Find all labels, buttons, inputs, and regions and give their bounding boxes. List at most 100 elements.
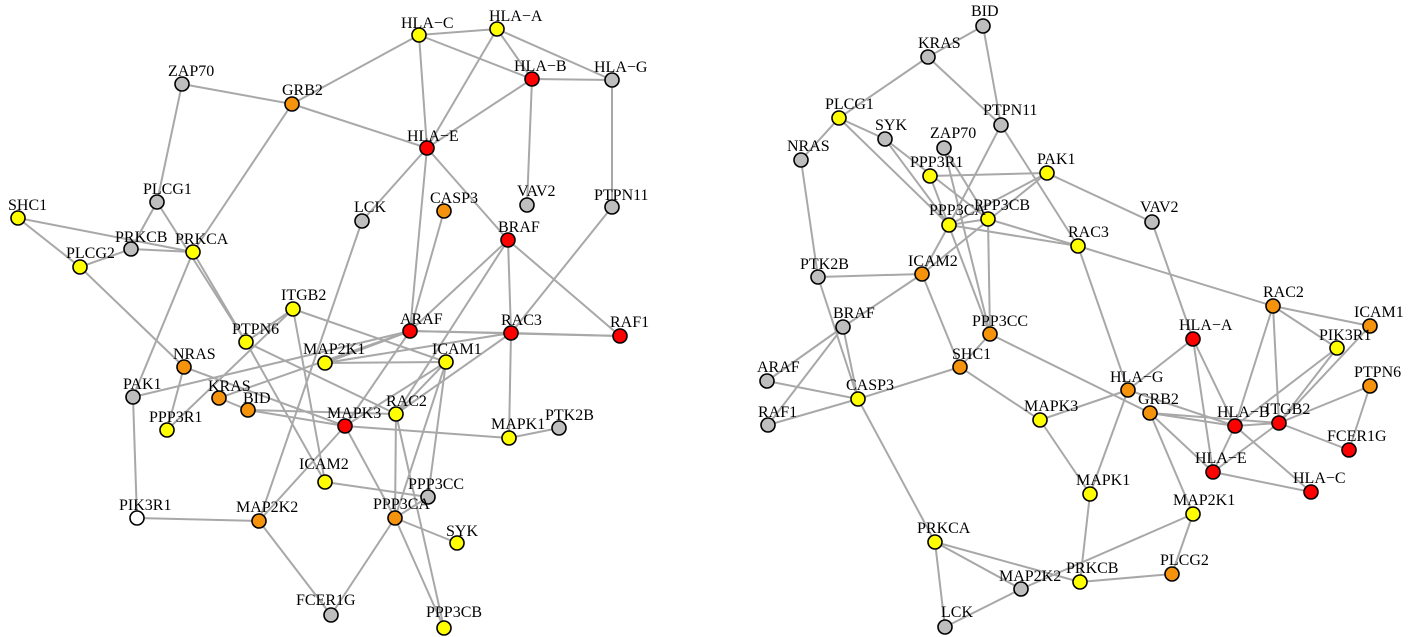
node-label-plcg2: PLCG2 (66, 245, 115, 262)
node-itgb2[interactable] (1271, 415, 1287, 431)
node-ptpn6[interactable] (1362, 378, 1378, 394)
node-araf[interactable] (402, 323, 418, 339)
node-nras[interactable] (793, 152, 809, 168)
edge-hla-b-hla-e (426, 78, 533, 149)
node-hla-c[interactable] (411, 27, 427, 43)
node-shc1[interactable] (10, 210, 26, 226)
node-plcg1[interactable] (149, 194, 165, 210)
node-mapk3[interactable] (337, 418, 353, 434)
node-braf[interactable] (500, 232, 516, 248)
node-lck[interactable] (937, 619, 953, 635)
node-hla-e[interactable] (419, 140, 435, 156)
node-map2k1[interactable] (317, 355, 333, 371)
node-hla-e[interactable] (1205, 464, 1221, 480)
node-mapk1[interactable] (501, 430, 517, 446)
node-ppp3cb[interactable] (980, 211, 996, 227)
node-pik3r1[interactable] (1329, 340, 1345, 356)
node-plcg2[interactable] (1164, 566, 1180, 582)
node-hla-b[interactable] (1227, 418, 1243, 434)
node-icam1[interactable] (438, 354, 454, 370)
edge-hla-c-grb2 (291, 34, 420, 105)
node-icam2[interactable] (914, 266, 930, 282)
edge-icam1-mapk3 (344, 361, 447, 427)
node-bid[interactable] (240, 402, 256, 418)
node-casp3[interactable] (436, 203, 452, 219)
node-grb2[interactable] (284, 96, 300, 112)
node-ppp3cc[interactable] (982, 326, 998, 342)
node-bid[interactable] (975, 18, 991, 34)
node-ppp3cc[interactable] (420, 489, 436, 505)
node-pik3r1[interactable] (129, 510, 145, 526)
node-map2k1[interactable] (1185, 506, 1201, 522)
node-fcer1g[interactable] (1341, 442, 1357, 458)
node-ppp3r1[interactable] (922, 168, 938, 184)
node-hla-a[interactable] (1185, 331, 1201, 347)
node-itgb2[interactable] (285, 301, 301, 317)
node-hla-b[interactable] (524, 71, 540, 87)
node-pak1[interactable] (125, 389, 141, 405)
node-zap70[interactable] (936, 140, 952, 156)
node-ptk2b[interactable] (810, 269, 826, 285)
node-nras[interactable] (176, 359, 192, 375)
node-label-hla-a: HLA−A (489, 8, 543, 25)
node-map2k2[interactable] (1013, 581, 1029, 597)
node-icam1[interactable] (1362, 318, 1378, 334)
node-prkcb[interactable] (1072, 574, 1088, 590)
node-label-vav2: VAV2 (517, 183, 556, 200)
node-ptpn11[interactable] (993, 117, 1009, 133)
node-hla-g[interactable] (1120, 382, 1136, 398)
node-plcg1[interactable] (831, 110, 847, 126)
node-vav2[interactable] (519, 197, 535, 213)
node-ptk2b[interactable] (551, 420, 567, 436)
node-ppp3r1[interactable] (159, 422, 175, 438)
node-vav2[interactable] (1144, 214, 1160, 230)
node-braf[interactable] (835, 319, 851, 335)
node-plcg2[interactable] (72, 259, 88, 275)
edge-rac2-icam1 (395, 361, 447, 415)
node-ptpn6[interactable] (238, 334, 254, 350)
node-label-kras: KRAS (918, 35, 961, 52)
node-shc1[interactable] (952, 359, 968, 375)
edge-rac2-ppp3ca (394, 413, 397, 519)
node-casp3[interactable] (850, 391, 866, 407)
node-rac2[interactable] (388, 406, 404, 422)
node-zap70[interactable] (174, 76, 190, 92)
node-syk[interactable] (449, 535, 465, 551)
edge-hla-c-hla-e (418, 34, 428, 149)
edge-map2k1-rac3 (324, 332, 512, 364)
node-hla-c[interactable] (1303, 484, 1319, 500)
node-syk[interactable] (877, 131, 893, 147)
edge-ptpn11-rac3 (1000, 124, 1079, 247)
node-hla-a[interactable] (489, 21, 505, 37)
edge-plcg1-ppp3ca (838, 117, 950, 226)
node-label-plcg1: PLCG1 (825, 96, 874, 113)
node-prkca[interactable] (185, 244, 201, 260)
node-prkcb[interactable] (123, 241, 139, 257)
node-araf[interactable] (759, 373, 775, 389)
edge-pak1-pik3r1 (132, 396, 138, 519)
node-mapk3[interactable] (1032, 412, 1048, 428)
node-mapk1[interactable] (1082, 486, 1098, 502)
node-kras[interactable] (211, 390, 227, 406)
node-pak1[interactable] (1039, 165, 1055, 181)
node-grb2[interactable] (1142, 405, 1158, 421)
node-raf1[interactable] (760, 417, 776, 433)
node-label-ptpn11: PTPN11 (594, 187, 649, 204)
node-rac2[interactable] (1265, 298, 1281, 314)
node-rac3[interactable] (1070, 238, 1086, 254)
node-ppp3ca[interactable] (941, 217, 957, 233)
node-lck[interactable] (354, 213, 370, 229)
node-prkca[interactable] (927, 534, 943, 550)
node-hla-g[interactable] (604, 72, 620, 88)
node-fcer1g[interactable] (323, 607, 339, 623)
edge-rac3-hla-g (1077, 245, 1129, 391)
node-map2k2[interactable] (251, 513, 267, 529)
node-icam2[interactable] (317, 474, 333, 490)
node-ppp3cb[interactable] (436, 620, 452, 636)
node-raf1[interactable] (612, 328, 628, 344)
node-ptpn11[interactable] (604, 199, 620, 215)
node-ppp3ca[interactable] (387, 510, 403, 526)
node-kras[interactable] (920, 49, 936, 65)
node-label-ppp3r1: PPP3R1 (910, 154, 963, 171)
node-rac3[interactable] (503, 325, 519, 341)
